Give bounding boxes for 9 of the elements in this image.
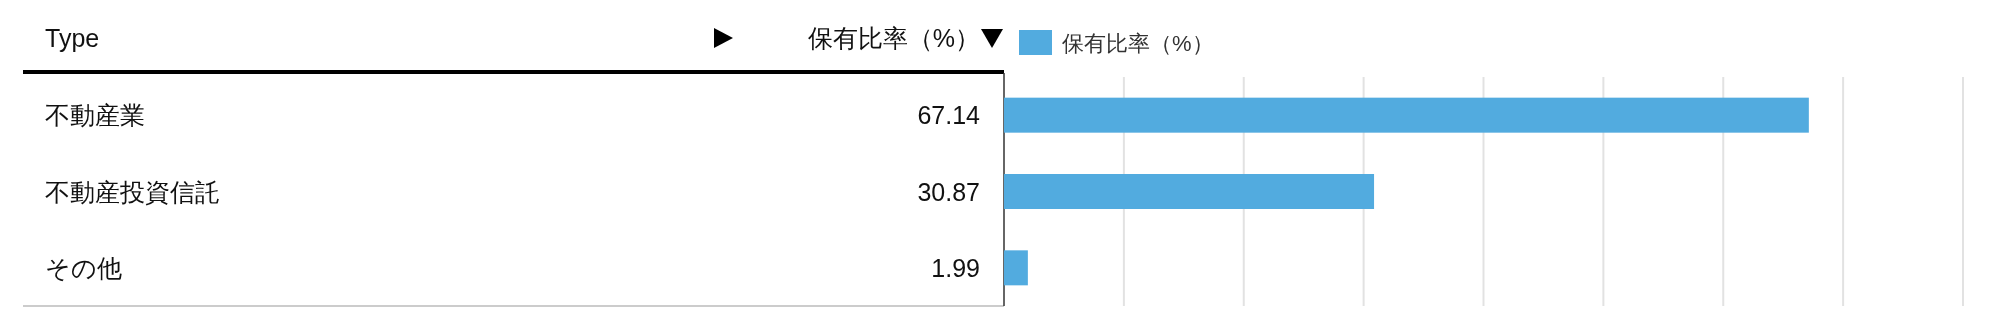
y-tick-label: 不動産投資信託 [45,177,220,206]
data-label: 67.14 [917,101,981,130]
data-label: 30.87 [917,177,980,206]
legend-label: 保有比率（%） [1062,31,1214,56]
x-axis-title: 保有比率（%） [807,24,980,52]
data-label: 1.99 [931,253,980,282]
y-axis-title: Type [45,24,100,52]
y-tick-label: 不動産業 [45,101,145,130]
y-tick-label: その他 [45,253,122,282]
